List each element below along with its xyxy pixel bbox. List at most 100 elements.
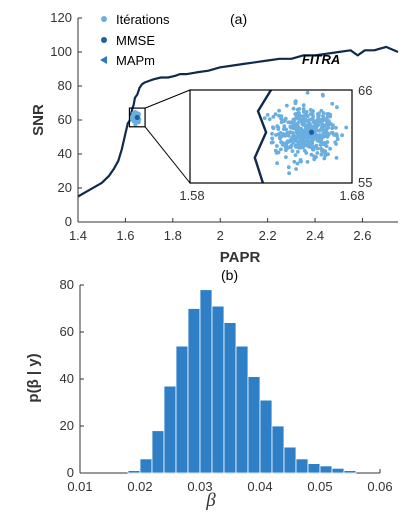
axis-a-ylabel: SNR	[30, 104, 47, 136]
histogram-bars	[127, 289, 357, 474]
inset-iteration-point	[293, 112, 298, 116]
iteration-point	[131, 111, 136, 116]
histogram-bar	[343, 470, 357, 474]
inset-iteration-point	[283, 134, 288, 138]
inset-iteration-point	[277, 135, 282, 140]
inset-iteration-point	[319, 152, 324, 157]
inset-iteration-point	[279, 147, 283, 152]
inset-iteration-point	[328, 146, 332, 151]
b-ytick-label: 0	[67, 465, 74, 480]
inset-iteration-point	[305, 114, 310, 119]
inset-iteration-point	[275, 144, 279, 148]
inset-iteration-point	[309, 152, 314, 157]
inset-iteration-point	[310, 112, 315, 117]
inset-iteration-point	[275, 161, 279, 166]
inset-iteration-point	[291, 106, 296, 111]
histogram-bar	[307, 463, 321, 474]
histogram-bar	[187, 308, 201, 474]
a-ytick-label: 40	[58, 146, 72, 161]
a-ytick-label: 0	[65, 214, 72, 229]
histogram-bar	[175, 345, 189, 474]
inset-iteration-point	[262, 116, 267, 120]
inset-iteration-point	[271, 115, 276, 119]
histogram-bar	[127, 470, 141, 474]
inset-iteration-point	[305, 160, 310, 164]
inset-iteration-point	[295, 122, 300, 127]
inset-iteration-point	[277, 113, 281, 118]
inset-iteration-point	[270, 131, 274, 136]
axis-b-ylabel: p(β | y)	[25, 353, 42, 402]
inset-iteration-point	[321, 111, 326, 115]
inset-iteration-point	[315, 146, 320, 151]
inset-iteration-point	[284, 148, 288, 153]
inset-iteration-point	[279, 116, 283, 121]
inset-iteration-point	[308, 135, 312, 140]
inset-iteration-point	[288, 144, 293, 149]
a-xtick-label: 1.8	[164, 228, 182, 243]
mmse-point	[134, 114, 140, 121]
inset-iteration-point	[331, 123, 335, 128]
b-xtick-label: 0.03	[187, 479, 212, 494]
inset-y-label-top: 66	[358, 83, 372, 98]
inset-iteration-point	[318, 143, 323, 147]
inset-iteration-point	[290, 120, 294, 125]
inset-iteration-point	[288, 124, 293, 129]
a-xtick-label: 2	[217, 228, 224, 243]
inset-iteration-point	[300, 129, 304, 134]
inset-iteration-point	[310, 117, 315, 122]
inset-iteration-point	[316, 123, 321, 127]
inset-iteration-point	[335, 137, 340, 142]
histogram-bar	[295, 458, 309, 474]
inset-iteration-point	[292, 159, 297, 164]
histogram-bar	[283, 446, 297, 474]
a-xticks: 1.4 1.6 1.8 2 2.2 2.4 2.6	[69, 218, 371, 243]
inset-frame	[189, 89, 353, 184]
inset-iteration-point	[277, 108, 281, 113]
inset-iteration-point	[311, 147, 316, 152]
b-xtick-label: 0.02	[127, 479, 152, 494]
b-xtick-label: 0.05	[307, 479, 332, 494]
inset-content	[253, 89, 349, 184]
inset-iteration-point	[326, 152, 330, 157]
a-ytick-label: 20	[58, 180, 72, 195]
inset-iteration-point	[285, 103, 289, 108]
inset-iteration-point	[282, 124, 287, 128]
inset-iteration-point	[294, 167, 298, 171]
a-ytick-label: 80	[58, 78, 72, 93]
inset-iteration-point	[327, 119, 331, 123]
a-ytick-label: 60	[58, 112, 72, 127]
inset-iteration-point	[279, 140, 284, 145]
inset-iteration-point	[284, 155, 288, 160]
legend-marker-mapm	[100, 56, 107, 64]
inset-iteration-point	[308, 139, 313, 143]
a-xtick-label: 1.4	[69, 228, 87, 243]
inset-iteration-point	[325, 140, 330, 145]
histogram-bar	[223, 322, 237, 474]
inset-iteration-point	[297, 117, 302, 122]
inset-iteration-point	[315, 151, 320, 155]
inset-iteration-point	[305, 90, 310, 95]
inset-mmse-point	[308, 129, 315, 135]
inset-iteration-point	[315, 112, 320, 116]
inset-iteration-point	[274, 151, 279, 155]
inset-iteration-point	[265, 113, 270, 117]
inset-iteration-point	[340, 133, 344, 138]
inset-iteration-point	[324, 127, 329, 132]
curve-label-fitra: FITRA	[302, 52, 340, 67]
inset-iteration-point	[309, 144, 314, 149]
axis-a-xlabel: PAPR	[220, 249, 261, 266]
histogram-bar	[331, 467, 345, 474]
inset-iteration-point	[321, 117, 326, 122]
inset-iteration-point	[312, 157, 317, 162]
inset-iteration-point	[306, 123, 311, 128]
inset-iteration-point	[325, 115, 330, 119]
inset-iteration-point	[324, 144, 329, 149]
b-ytick-label: 80	[60, 277, 74, 292]
a-ytick-label: 100	[50, 44, 72, 59]
inset-iteration-point	[320, 92, 325, 97]
inset-iteration-point	[299, 159, 303, 164]
b-xtick-label: 0.04	[247, 479, 272, 494]
legend-label-iterations: Itérations	[116, 12, 170, 27]
inset: 1.58 1.68 66 55	[179, 83, 372, 203]
